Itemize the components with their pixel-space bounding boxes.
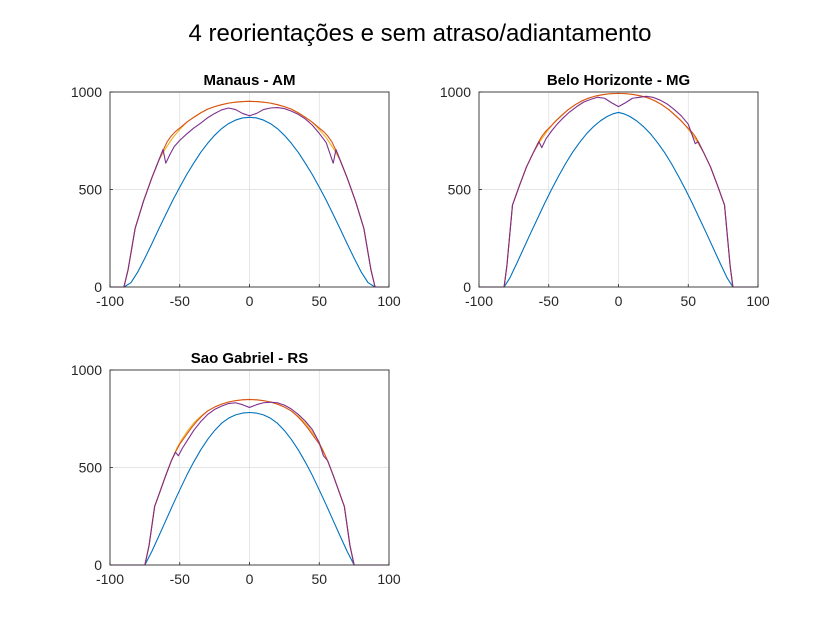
y-tick-label: 500 (79, 460, 103, 476)
y-tick-label: 1000 (440, 84, 471, 100)
subplot-title: Belo Horizonte - MG (547, 72, 690, 89)
x-tick-label: -100 (96, 571, 124, 587)
figure-title: 4 reorientações e sem atraso/adiantament… (189, 20, 652, 47)
series-line-1 (110, 411, 389, 566)
x-tick-label: -50 (170, 571, 190, 587)
series-line-4 (479, 95, 758, 288)
series-line-4 (110, 401, 389, 566)
y-tick-label: 1000 (71, 84, 102, 100)
x-tick-label: -50 (170, 293, 190, 309)
series-line-4 (110, 107, 389, 288)
x-tick-label: -100 (96, 293, 124, 309)
x-tick-label: 100 (377, 571, 401, 587)
subplot-title: Manaus - AM (204, 72, 296, 89)
x-tick-label: -100 (465, 293, 493, 309)
series-line-1 (110, 116, 389, 288)
x-tick-label: 50 (311, 293, 327, 309)
series-line-1 (479, 111, 758, 288)
x-tick-label: 50 (311, 571, 327, 587)
x-tick-label: 0 (246, 293, 254, 309)
x-tick-label: 50 (680, 293, 696, 309)
x-tick-label: 100 (377, 293, 401, 309)
x-tick-label: 0 (246, 571, 254, 587)
y-tick-label: 0 (94, 557, 102, 573)
y-tick-label: 500 (79, 182, 103, 198)
y-tick-label: 0 (94, 279, 102, 295)
x-tick-label: 100 (746, 293, 770, 309)
x-tick-label: -50 (539, 293, 559, 309)
y-tick-label: 500 (448, 182, 472, 198)
subplot-title: Sao Gabriel - RS (191, 350, 309, 367)
y-tick-label: 1000 (71, 362, 102, 378)
x-tick-label: 0 (615, 293, 623, 309)
y-tick-label: 0 (463, 279, 471, 295)
